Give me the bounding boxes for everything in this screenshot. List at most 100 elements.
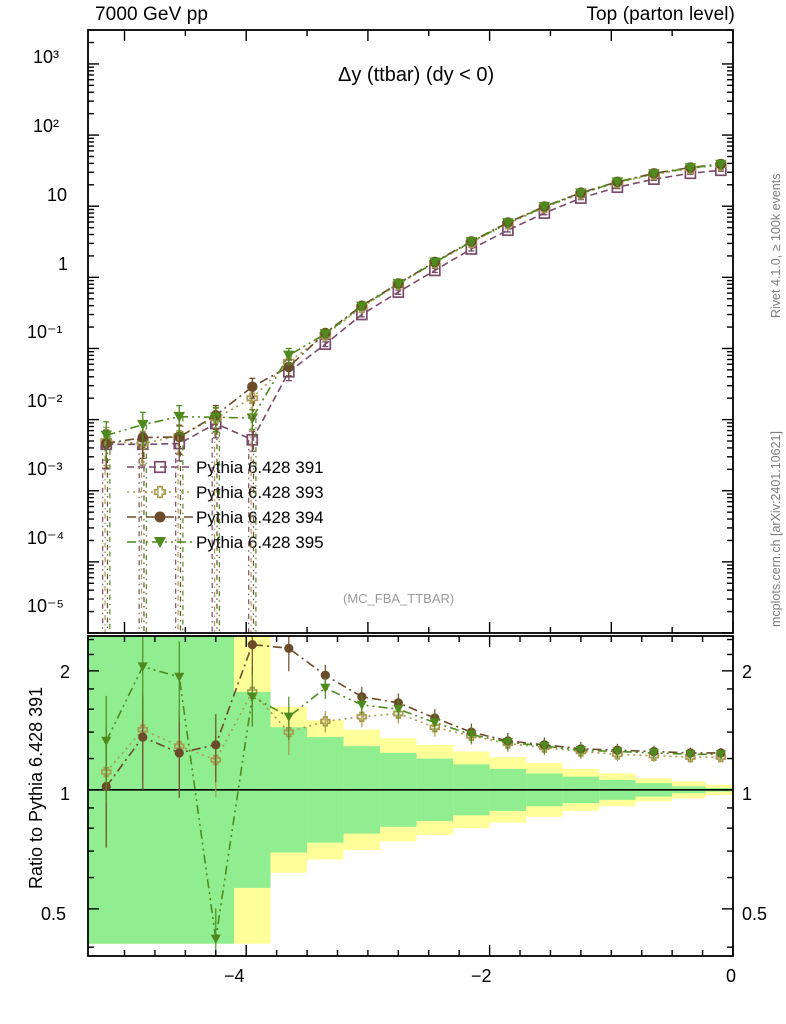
band-inner-segment xyxy=(307,737,344,843)
marker-filled-triangle xyxy=(283,350,295,362)
ytick-1e-2: 10⁻² xyxy=(27,391,63,411)
marker-open-cross xyxy=(715,751,727,763)
xtick-0: 0 xyxy=(726,966,737,986)
band-outer-segment xyxy=(234,636,271,944)
marker-open-cross xyxy=(502,738,514,749)
xtick--2: −2 xyxy=(471,966,492,986)
marker-filled-triangle xyxy=(101,736,112,746)
ratio-pythia-6-428-393 xyxy=(101,666,727,834)
marker-open-cross xyxy=(648,750,660,761)
marker-filled-circle xyxy=(466,236,477,247)
mcplots-caption: mcplots.cern.ch [arXiv:2401.10621] xyxy=(769,431,783,627)
band-outer-segment xyxy=(88,636,125,944)
marker-filled-triangle xyxy=(575,188,587,200)
band-inner-segment xyxy=(489,768,527,811)
ratio-axis-label: Ratio to Pythia 6.428 391 xyxy=(26,686,46,889)
band-outer-segment xyxy=(380,738,417,842)
marker-filled-circle xyxy=(612,176,623,188)
marker-filled-triangle xyxy=(538,202,551,213)
marker-open-square xyxy=(684,167,697,180)
band-inner-segment xyxy=(416,758,454,822)
band-inner-segment xyxy=(88,636,125,944)
band-inner-segment xyxy=(599,779,636,800)
marker-filled-triangle xyxy=(393,704,404,715)
ratio-panel-frame xyxy=(87,635,734,957)
marker-open-square xyxy=(173,437,186,450)
band-inner-segment xyxy=(635,783,673,797)
marker-open-cross xyxy=(502,217,514,230)
marker-open-cross xyxy=(246,392,259,405)
marker-filled-triangle xyxy=(319,329,332,340)
marker-open-square xyxy=(355,308,368,321)
marker-filled-triangle xyxy=(539,741,550,752)
marker-open-square xyxy=(502,224,514,237)
marker-open-cross xyxy=(611,176,624,189)
band-outer-segment xyxy=(705,784,733,795)
marker-open-square xyxy=(246,433,259,446)
marker-filled-triangle xyxy=(429,257,441,269)
marker-filled-circle xyxy=(612,745,623,755)
marker-open-cross xyxy=(100,435,113,447)
band-outer-segment xyxy=(307,720,344,860)
marker-filled-triangle xyxy=(210,934,221,944)
band-outer-segment xyxy=(562,768,600,811)
band-inner-segment xyxy=(705,788,733,792)
marker-filled-circle xyxy=(430,713,440,723)
marker-open-cross xyxy=(320,716,331,727)
series-line xyxy=(106,163,721,445)
ratio-line xyxy=(105,690,721,773)
main-panel-frame xyxy=(87,29,734,634)
marker-open-cross xyxy=(538,201,551,214)
marker-open-cross xyxy=(612,749,623,760)
xtick--4: −4 xyxy=(224,966,245,986)
ytick-1e-1: 10⁻¹ xyxy=(27,322,63,342)
marker-open-cross xyxy=(355,301,368,314)
marker-filled-circle xyxy=(466,727,476,737)
band-outer-segment xyxy=(672,781,706,799)
marker-open-cross xyxy=(319,329,332,341)
ratio-pythia-6-428-394 xyxy=(101,636,726,848)
marker-filled-circle xyxy=(576,744,586,754)
marker-filled-triangle xyxy=(502,738,513,748)
band-outer-segment xyxy=(124,636,162,944)
marker-open-cross xyxy=(282,355,295,368)
marker-open-square xyxy=(100,438,113,451)
marker-filled-circle xyxy=(685,162,696,173)
marker-open-cross xyxy=(575,187,587,200)
marker-open-cross xyxy=(648,168,660,181)
marker-open-square xyxy=(319,338,332,351)
ratio-pythia-6-428-395 xyxy=(101,636,726,956)
band-outer-segment xyxy=(416,744,454,835)
marker-filled-circle xyxy=(154,511,166,523)
ratio-ytick-2-left: 2 xyxy=(60,662,71,682)
marker-filled-triangle xyxy=(684,163,697,174)
marker-open-cross xyxy=(153,485,167,499)
band-outer-segment xyxy=(489,757,527,823)
marker-filled-circle xyxy=(357,692,367,702)
marker-filled-circle xyxy=(247,640,257,650)
series-line xyxy=(106,164,721,445)
ratio-line xyxy=(105,665,721,939)
marker-open-cross xyxy=(173,430,186,442)
ratio-ytick-1-left: 1 xyxy=(60,784,71,804)
marker-filled-triangle xyxy=(465,237,478,248)
marker-filled-circle xyxy=(393,698,403,708)
marker-filled-circle xyxy=(320,327,331,339)
band-inner-segment xyxy=(453,764,490,816)
marker-open-cross xyxy=(356,711,368,723)
marker-open-square xyxy=(538,207,551,219)
ratio-ytick-05-left: 0.5 xyxy=(41,904,67,924)
marker-filled-triangle xyxy=(429,718,440,728)
marker-filled-triangle xyxy=(715,159,727,171)
header-left: 7000 GeV pp xyxy=(95,4,209,25)
band-inner-segment xyxy=(526,773,563,807)
band-inner-segment xyxy=(380,752,417,827)
marker-filled-triangle xyxy=(715,750,726,760)
marker-open-square xyxy=(465,243,478,255)
band-outer-segment xyxy=(599,773,636,807)
legend-label-1: Pythia 6.428 393 xyxy=(196,483,324,502)
marker-filled-circle xyxy=(502,217,514,228)
marker-open-square xyxy=(153,460,167,474)
band-inner-segment xyxy=(343,746,381,834)
